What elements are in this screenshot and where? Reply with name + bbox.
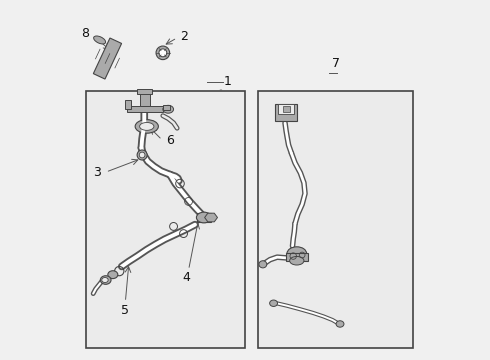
Bar bbox=[258, 91, 413, 348]
Bar bbox=[278, 104, 294, 114]
Bar bbox=[275, 104, 297, 121]
Bar bbox=[86, 91, 245, 348]
Bar bbox=[137, 89, 152, 94]
Bar bbox=[125, 100, 131, 109]
Ellipse shape bbox=[108, 271, 118, 279]
Text: 3: 3 bbox=[94, 166, 101, 179]
Text: 8: 8 bbox=[81, 27, 89, 40]
Ellipse shape bbox=[102, 278, 108, 283]
Ellipse shape bbox=[290, 256, 304, 265]
Ellipse shape bbox=[94, 36, 105, 44]
Ellipse shape bbox=[336, 321, 344, 327]
Bar bbox=[127, 106, 163, 112]
Ellipse shape bbox=[139, 152, 145, 158]
Bar bbox=[140, 93, 149, 106]
Text: 1: 1 bbox=[223, 75, 231, 88]
Bar bbox=[283, 106, 290, 112]
Text: 2: 2 bbox=[180, 30, 188, 43]
Text: 5: 5 bbox=[122, 304, 129, 317]
Polygon shape bbox=[205, 213, 218, 222]
Bar bbox=[286, 252, 308, 261]
Ellipse shape bbox=[140, 122, 154, 130]
Ellipse shape bbox=[159, 49, 167, 57]
Bar bbox=[93, 38, 122, 79]
Text: 6: 6 bbox=[167, 134, 174, 147]
Ellipse shape bbox=[259, 261, 267, 268]
Ellipse shape bbox=[100, 276, 111, 284]
Ellipse shape bbox=[196, 212, 211, 223]
Ellipse shape bbox=[135, 120, 158, 133]
Text: 4: 4 bbox=[182, 271, 190, 284]
Ellipse shape bbox=[137, 150, 147, 160]
Ellipse shape bbox=[287, 247, 307, 260]
Text: 7: 7 bbox=[332, 57, 340, 70]
Ellipse shape bbox=[270, 300, 277, 306]
Ellipse shape bbox=[163, 105, 173, 113]
Bar bbox=[197, 213, 211, 222]
Bar bbox=[163, 105, 170, 111]
Ellipse shape bbox=[156, 46, 170, 60]
